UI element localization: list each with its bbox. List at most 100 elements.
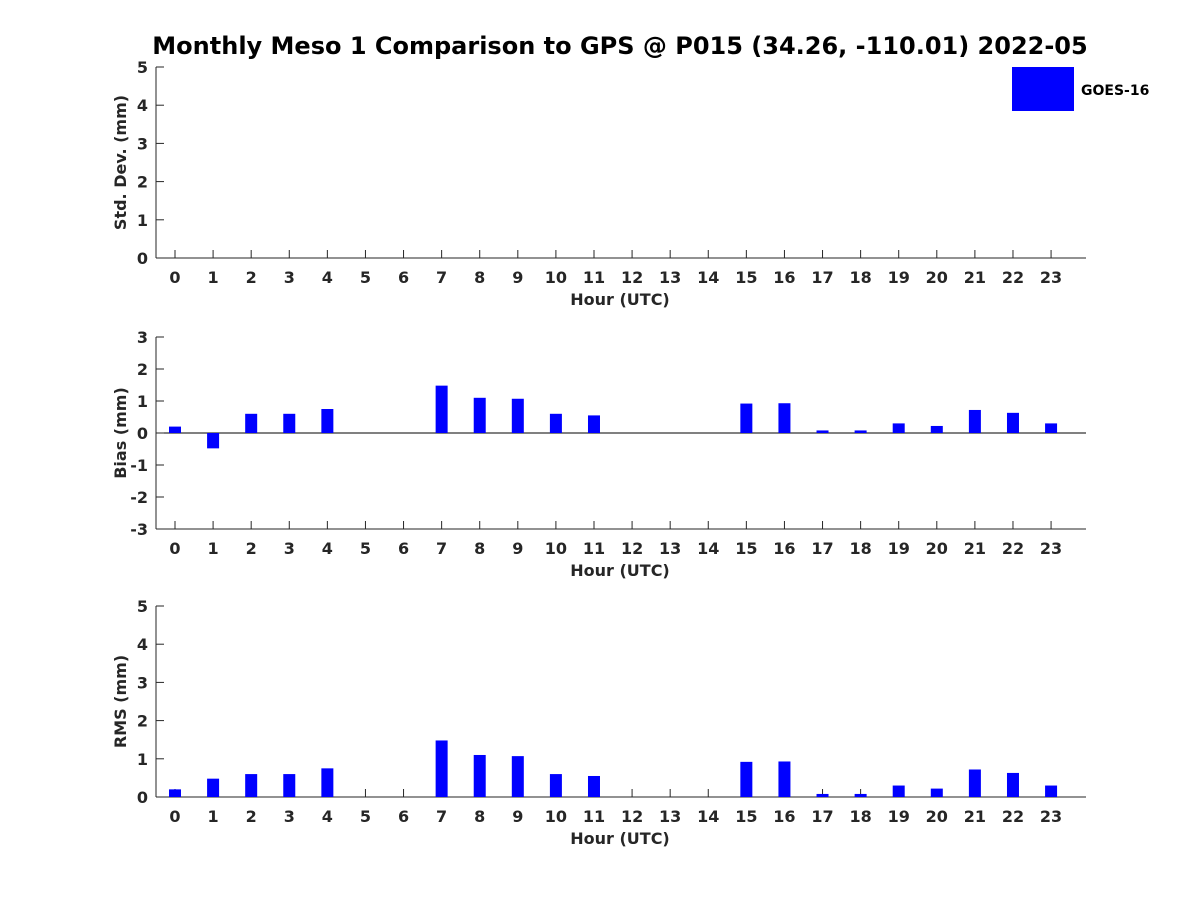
bias-bar-hour-3 [283, 413, 296, 433]
bias-x-tick-label: 19 [888, 539, 910, 558]
bias-x-tick-label: 16 [773, 539, 795, 558]
rms-x-tick-label: 4 [322, 807, 333, 826]
rms-bar-hour-7 [435, 740, 448, 797]
bias-x-tick-label: 23 [1040, 539, 1062, 558]
std-dev-y-axis-label: Std. Dev. (mm) [111, 95, 130, 230]
std-dev-x-tick-label: 15 [735, 268, 757, 287]
bias-x-tick-label: 18 [849, 539, 871, 558]
legend: GOES-16 [1012, 67, 1149, 111]
bias-bar-hour-7 [435, 385, 448, 433]
std-dev-y-tick-label: 2 [137, 173, 148, 192]
rms-x-tick-label: 3 [284, 807, 295, 826]
bias-y-tick-label: -2 [130, 488, 148, 507]
rms-bar-hour-16 [778, 761, 791, 797]
bias-bar-hour-10 [549, 413, 562, 433]
bias-y-tick-label: 2 [137, 360, 148, 379]
bias-x-tick-label: 3 [284, 539, 295, 558]
legend-label: GOES-16 [1081, 83, 1149, 99]
bias-bar-hour-16 [778, 403, 791, 433]
std-dev-x-tick-label: 19 [888, 268, 910, 287]
rms-bar-hour-0 [169, 789, 181, 797]
rms-bar-hour-20 [930, 788, 943, 797]
std-dev-x-tick-label: 7 [436, 268, 447, 287]
rms-x-tick-label: 19 [888, 807, 910, 826]
rms-x-tick-label: 7 [436, 807, 447, 826]
rms-x-tick-label: 14 [697, 807, 719, 826]
std-dev-x-tick-label: 21 [964, 268, 986, 287]
rms-bar-hour-19 [892, 785, 905, 797]
rms-x-tick-label: 17 [811, 807, 833, 826]
bias-bar-hour-4 [321, 409, 334, 433]
bias-x-axis-label: Hour (UTC) [570, 561, 670, 580]
rms-bar-hour-18 [854, 793, 867, 797]
rms-bar-hour-2 [245, 774, 258, 797]
rms-x-tick-label: 6 [398, 807, 409, 826]
bias-x-tick-label: 7 [436, 539, 447, 558]
bias-y-tick-label: 3 [137, 328, 148, 347]
rms-bar-hour-8 [473, 754, 486, 797]
std-dev-x-tick-label: 11 [583, 268, 605, 287]
bias-bar-hour-9 [511, 398, 524, 433]
rms-y-tick-label: 3 [137, 673, 148, 692]
rms-x-tick-label: 22 [1002, 807, 1024, 826]
rms-bar-hour-23 [1045, 785, 1058, 797]
bias-y-axis-label: Bias (mm) [111, 387, 130, 479]
rms-x-tick-label: 23 [1040, 807, 1062, 826]
rms-bar-hour-11 [587, 775, 600, 797]
std-dev-y-tick-label: 0 [137, 249, 148, 268]
rms-y-tick-label: 4 [137, 635, 148, 654]
rms-bar-hour-22 [1006, 772, 1019, 797]
bias-x-tick-label: 9 [512, 539, 523, 558]
rms-x-tick-label: 9 [512, 807, 523, 826]
std-dev-x-tick-label: 17 [811, 268, 833, 287]
bias-x-tick-label: 10 [545, 539, 567, 558]
std-dev-x-tick-label: 18 [849, 268, 871, 287]
std-dev-x-tick-label: 0 [169, 268, 180, 287]
bias-bar-hour-18 [854, 430, 867, 433]
std-dev-x-tick-label: 22 [1002, 268, 1024, 287]
std-dev-x-tick-label: 23 [1040, 268, 1062, 287]
std-dev-x-tick-label: 6 [398, 268, 409, 287]
bias-bar-hour-22 [1006, 412, 1019, 433]
rms-bar-hour-1 [207, 778, 220, 797]
bias-x-tick-label: 1 [208, 539, 219, 558]
bias-bar-hour-1 [207, 433, 220, 449]
bias-bar-hour-2 [245, 413, 258, 433]
std-dev-y-tick-label: 5 [137, 58, 148, 77]
rms-y-tick-label: 1 [137, 750, 148, 769]
chart-title: Monthly Meso 1 Comparison to GPS @ P015 … [152, 32, 1087, 60]
bias-x-tick-label: 20 [926, 539, 948, 558]
bias-x-tick-label: 8 [474, 539, 485, 558]
rms-x-tick-label: 16 [773, 807, 795, 826]
std-dev-x-tick-label: 16 [773, 268, 795, 287]
std-dev-x-tick-label: 9 [512, 268, 523, 287]
bias-x-tick-label: 13 [659, 539, 681, 558]
rms-bar-hour-17 [816, 793, 829, 797]
std-dev-x-tick-label: 20 [926, 268, 948, 287]
bias-x-tick-label: 21 [964, 539, 986, 558]
std-dev-x-tick-label: 13 [659, 268, 681, 287]
std-dev-x-tick-label: 3 [284, 268, 295, 287]
rms-x-tick-label: 13 [659, 807, 681, 826]
rms-x-axis-label: Hour (UTC) [570, 829, 670, 848]
rms-y-tick-label: 0 [137, 788, 148, 807]
rms-y-tick-label: 5 [137, 597, 148, 616]
rms-x-tick-label: 12 [621, 807, 643, 826]
bias-bar-hour-21 [968, 409, 981, 433]
bias-y-tick-label: 1 [137, 392, 148, 411]
bias-x-tick-label: 0 [169, 539, 180, 558]
bias-x-tick-label: 12 [621, 539, 643, 558]
bias-bar-hour-8 [473, 397, 486, 433]
rms-bar-hour-3 [283, 774, 296, 797]
rms-bar-hour-21 [968, 769, 981, 797]
std-dev-x-tick-label: 5 [360, 268, 371, 287]
rms-bar-hour-15 [740, 761, 753, 797]
rms-x-tick-label: 11 [583, 807, 605, 826]
std-dev-x-axis-label: Hour (UTC) [570, 290, 670, 309]
rms-x-tick-label: 8 [474, 807, 485, 826]
bias-y-tick-label: -1 [130, 456, 148, 475]
rms-bar-hour-10 [549, 774, 562, 797]
bias-x-tick-label: 6 [398, 539, 409, 558]
